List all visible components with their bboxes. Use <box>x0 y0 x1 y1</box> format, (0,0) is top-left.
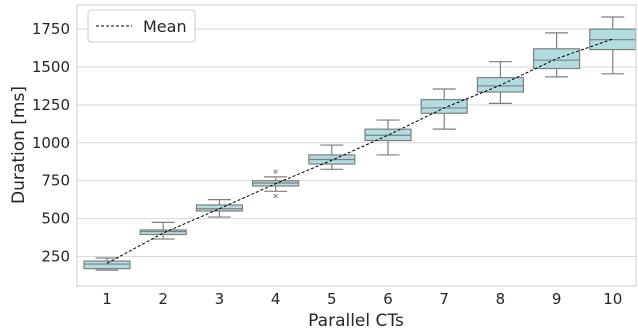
box-6 <box>364 119 412 156</box>
box-1 <box>83 257 131 271</box>
boxes-layer <box>83 16 637 271</box>
x-tick-label: 3 <box>215 290 225 308</box>
x-tick-label: 5 <box>327 290 337 308</box>
box-9 <box>532 32 581 78</box>
legend-frame <box>87 9 196 43</box>
x-tick-label: 2 <box>158 290 168 308</box>
x-tick-label: 9 <box>552 290 562 308</box>
y-tick-label: 250 <box>41 248 70 266</box>
x-tick-label: 8 <box>496 290 506 308</box>
legend: Mean <box>87 9 196 43</box>
box-8 <box>476 61 524 104</box>
y-tick-label: 1750 <box>32 20 70 38</box>
box-10 <box>589 16 637 75</box>
x-tick-label: 4 <box>271 290 281 308</box>
box-iqr <box>195 204 243 212</box>
y-tick-label: 1250 <box>32 96 70 114</box>
box-5 <box>308 144 356 170</box>
outlier-point <box>273 193 278 199</box>
y-axis-title: Duration [ms] <box>9 86 29 204</box>
y-tick-label: 1500 <box>32 58 70 76</box>
x-axis-title: Parallel CTs <box>308 311 404 331</box>
x-tick-label: 1 <box>102 290 112 308</box>
x-tick-label: 6 <box>383 290 393 308</box>
box-7 <box>420 88 468 130</box>
y-tick-label: 500 <box>41 210 70 228</box>
box-2 <box>139 221 187 240</box>
box-iqr <box>532 48 581 70</box>
y-tick-label: 1000 <box>32 134 70 152</box>
plot-frame <box>76 4 637 287</box>
y-tick-label: 750 <box>41 172 70 190</box>
box-iqr <box>420 98 468 114</box>
x-tick-label: 7 <box>439 290 449 308</box>
legend-mean-label: Mean <box>143 17 187 36</box>
axes: 250 500 750 1000 1250 1500 1750 1 2 3 4 5 6 7 8 9 10 <box>32 20 623 308</box>
box-iqr <box>83 260 131 270</box>
box-iqr <box>139 229 187 236</box>
outlier-point <box>273 169 278 174</box>
x-tick-label: 10 <box>603 290 622 308</box>
